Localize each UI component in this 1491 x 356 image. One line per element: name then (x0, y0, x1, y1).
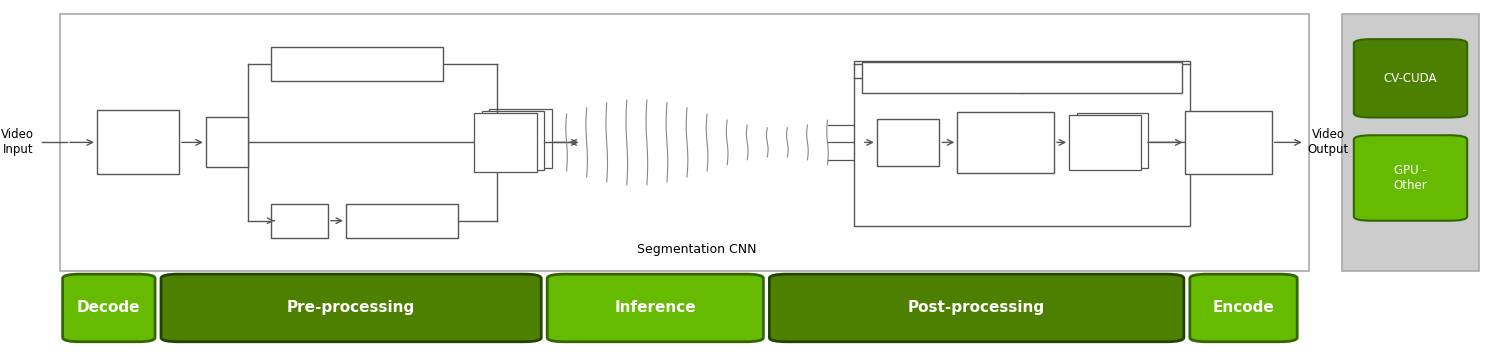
Bar (489, 110, 552, 168)
Text: GPU -
Other: GPU - Other (1394, 164, 1427, 192)
Text: Inference: Inference (614, 300, 696, 315)
Bar (957, 112, 1054, 173)
FancyBboxPatch shape (1354, 135, 1467, 221)
FancyBboxPatch shape (547, 274, 763, 342)
Bar (474, 113, 537, 172)
Bar (1342, 14, 1479, 271)
Text: Video
Input: Video Input (1, 129, 34, 156)
Text: Video
Output: Video Output (1308, 129, 1349, 156)
Bar (854, 61, 1190, 226)
Bar (346, 204, 458, 238)
Bar (271, 47, 443, 81)
Bar (271, 204, 328, 238)
FancyBboxPatch shape (769, 274, 1184, 342)
Text: Segmentation CNN: Segmentation CNN (637, 243, 757, 256)
FancyBboxPatch shape (1354, 39, 1467, 117)
Bar (1084, 111, 1156, 167)
Text: Post-processing: Post-processing (908, 300, 1045, 315)
Text: Pre-processing: Pre-processing (286, 300, 416, 315)
Bar (482, 111, 544, 170)
FancyBboxPatch shape (161, 274, 541, 342)
Bar (60, 14, 1309, 271)
Bar (1185, 111, 1272, 174)
Bar (862, 62, 1182, 93)
Bar (1069, 115, 1141, 170)
Text: Decode: Decode (78, 300, 140, 315)
Bar (97, 110, 179, 174)
Bar (1077, 113, 1148, 168)
FancyBboxPatch shape (63, 274, 155, 342)
Text: Encode: Encode (1212, 300, 1275, 315)
Text: CV-CUDA: CV-CUDA (1384, 72, 1437, 85)
Bar (206, 117, 248, 167)
Bar (877, 119, 939, 166)
FancyBboxPatch shape (1190, 274, 1297, 342)
